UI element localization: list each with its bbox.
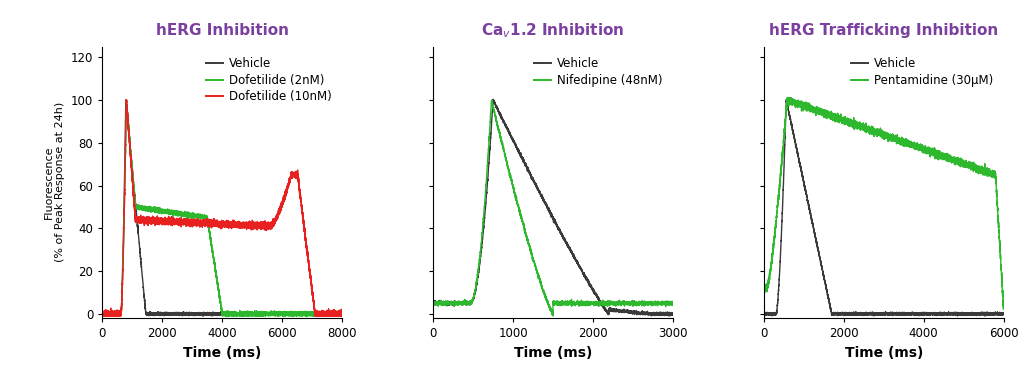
Y-axis label: Fluorescence
(% of Peak Response at 24h): Fluorescence (% of Peak Response at 24h): [44, 102, 66, 263]
Title: hERG Inhibition: hERG Inhibition: [156, 23, 289, 38]
X-axis label: Time (ms): Time (ms): [514, 346, 592, 360]
Legend: Vehicle, Pentamidine (30μM): Vehicle, Pentamidine (30μM): [847, 52, 997, 92]
Title: hERG Trafficking Inhibition: hERG Trafficking Inhibition: [769, 23, 998, 38]
X-axis label: Time (ms): Time (ms): [183, 346, 261, 360]
X-axis label: Time (ms): Time (ms): [845, 346, 923, 360]
Title: Ca$_v$1.2 Inhibition: Ca$_v$1.2 Inhibition: [481, 21, 625, 40]
Legend: Vehicle, Nifedipine (48nM): Vehicle, Nifedipine (48nM): [529, 52, 667, 92]
Legend: Vehicle, Dofetilide (2nM), Dofetilide (10nM): Vehicle, Dofetilide (2nM), Dofetilide (1…: [202, 52, 336, 108]
